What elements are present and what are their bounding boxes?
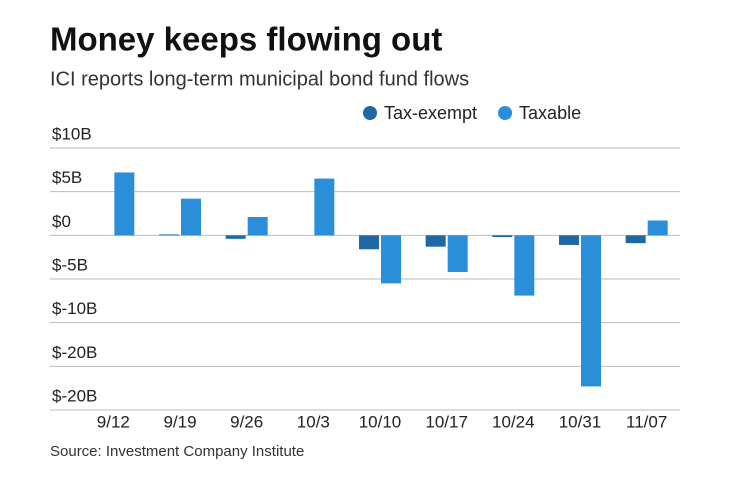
x-tick-label: 9/12 <box>97 412 130 431</box>
bar <box>559 235 579 245</box>
bar <box>314 178 335 236</box>
bar <box>225 235 246 239</box>
bar <box>581 235 601 387</box>
y-tick-label: $0 <box>52 212 71 231</box>
bar <box>514 235 535 296</box>
legend-label: Taxable <box>519 103 581 123</box>
bar <box>447 235 468 273</box>
bar <box>181 198 201 236</box>
bar <box>492 235 513 238</box>
y-tick-label: $-20B <box>52 343 97 362</box>
x-tick-label: 9/19 <box>163 412 196 431</box>
y-tick-label: $10B <box>52 124 92 143</box>
bar <box>381 235 401 284</box>
y-tick-label: $-20B <box>52 386 97 405</box>
y-tick-label: $-5B <box>52 255 88 274</box>
x-tick-label: 10/17 <box>425 412 468 431</box>
x-tick-label: 10/24 <box>492 412 535 431</box>
bar <box>647 220 668 236</box>
chart-title: Money keeps flowing out <box>50 21 442 58</box>
bar <box>159 234 179 236</box>
bar <box>425 235 446 247</box>
x-tick-label: 10/3 <box>297 412 330 431</box>
x-tick-label: 10/10 <box>359 412 402 431</box>
bar <box>114 172 135 236</box>
x-tick-label: 11/07 <box>626 412 667 431</box>
bar <box>359 235 379 250</box>
legend-swatch <box>498 106 513 120</box>
bar <box>247 216 268 236</box>
legend-swatch <box>363 106 377 120</box>
x-tick-label: 10/31 <box>559 412 602 431</box>
source-note: Source: Investment Company Institute <box>50 443 304 460</box>
y-tick-label: $5B <box>52 168 82 187</box>
y-tick-label: $-10B <box>52 299 97 318</box>
bar <box>625 235 646 244</box>
chart-subtitle: ICI reports long-term municipal bond fun… <box>50 68 469 90</box>
legend-label: Tax-exempt <box>384 103 477 123</box>
x-tick-label: 9/26 <box>230 412 263 431</box>
